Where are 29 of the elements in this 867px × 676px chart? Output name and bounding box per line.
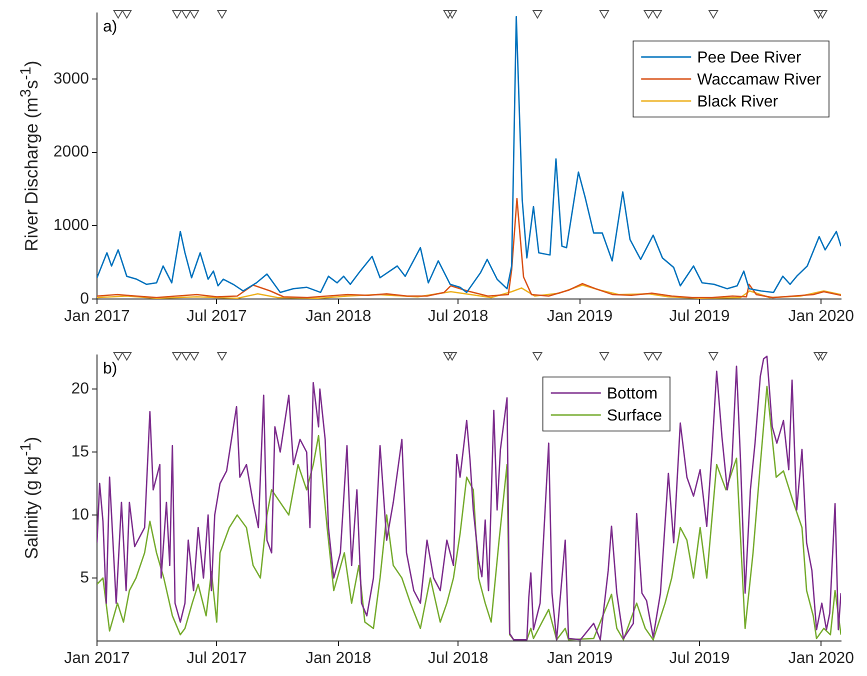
y-tick-label: 1000 xyxy=(53,217,90,234)
x-tick-label: Jul 2017 xyxy=(186,308,248,326)
x-tick-label: Jan 2019 xyxy=(546,308,613,326)
legend-label: Pee Dee River xyxy=(697,49,802,66)
x-tick-label: Jan 2018 xyxy=(305,650,372,668)
y-tick-label: 20 xyxy=(71,380,90,398)
y-tick-label: 15 xyxy=(71,443,90,460)
x-tick-label: Jan 2018 xyxy=(305,308,372,326)
legend-label: Black River xyxy=(697,93,779,110)
y-tick-label: 2000 xyxy=(53,144,90,161)
x-tick-label: Jul 2017 xyxy=(186,650,248,668)
annotation: a) xyxy=(103,18,118,36)
x-tick-label: Jan 2020 xyxy=(788,308,854,326)
x-tick-label: Jul 2018 xyxy=(428,308,488,326)
legend-label: Bottom xyxy=(606,385,658,402)
annotation: b) xyxy=(103,360,118,378)
x-tick-label: Jul 2019 xyxy=(669,650,730,668)
x-tick-label: Jan 2017 xyxy=(64,650,130,668)
legend-label: Waccamaw River xyxy=(697,71,822,88)
y-tick-label: 3000 xyxy=(53,70,90,88)
x-tick-label: Jul 2019 xyxy=(669,308,730,326)
y-tick-label: 10 xyxy=(71,506,90,524)
x-tick-label: Jan 2019 xyxy=(546,650,613,668)
legend-label: Surface xyxy=(606,407,662,424)
x-tick-label: Jan 2020 xyxy=(788,650,854,668)
y-tick-label: 0 xyxy=(80,290,90,308)
x-tick-label: Jul 2018 xyxy=(428,650,488,668)
x-tick-label: Jan 2017 xyxy=(64,308,130,326)
y-tick-label: 5 xyxy=(80,569,90,586)
